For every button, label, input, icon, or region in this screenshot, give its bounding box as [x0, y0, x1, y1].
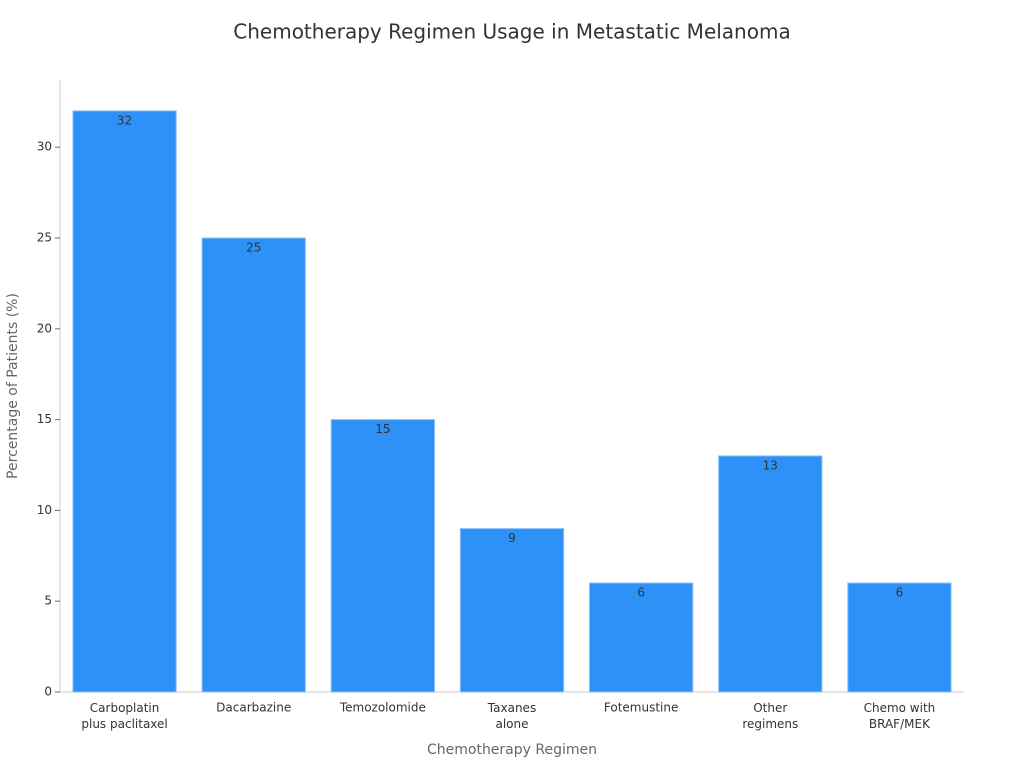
- x-tick-label: Fotemustine: [604, 701, 678, 715]
- bar: [459, 528, 565, 693]
- bar: [847, 582, 952, 693]
- bar: [718, 455, 823, 693]
- bar: [72, 110, 177, 693]
- x-tick-label: Temozolomide: [339, 701, 426, 715]
- data-label: 6: [896, 586, 904, 600]
- x-axis-label: Chemotherapy Regimen: [427, 742, 597, 758]
- x-tick-label: Chemo with BRAF/MEK: [864, 701, 936, 731]
- chart-title: Chemotherapy Regimen Usage in Metastatic…: [233, 20, 790, 44]
- x-tick-label: Taxanes alone: [487, 701, 536, 731]
- data-label: 25: [246, 240, 261, 254]
- data-label: 32: [117, 113, 132, 127]
- y-tick-label: 5: [44, 594, 52, 608]
- data-label: 15: [375, 422, 390, 436]
- data-label: 9: [508, 531, 516, 545]
- bar: [588, 582, 694, 693]
- data-label: 13: [763, 458, 778, 472]
- y-tick-label: 20: [37, 321, 52, 335]
- bar: [201, 237, 306, 693]
- y-tick-label: 10: [37, 503, 52, 517]
- x-tick-label: Dacarbazine: [216, 701, 291, 715]
- bar: [330, 419, 436, 693]
- y-tick-label: 25: [37, 230, 52, 244]
- data-label: 6: [637, 586, 645, 600]
- y-tick-label: 0: [44, 685, 52, 699]
- y-tick-label: 15: [37, 412, 52, 426]
- y-tick-label: 30: [37, 140, 52, 154]
- x-tick-label: Carboplatin plus paclitaxel: [81, 701, 167, 731]
- x-tick-label: Other regimens: [742, 701, 798, 731]
- y-axis-label: Percentage of Patients (%): [5, 293, 21, 479]
